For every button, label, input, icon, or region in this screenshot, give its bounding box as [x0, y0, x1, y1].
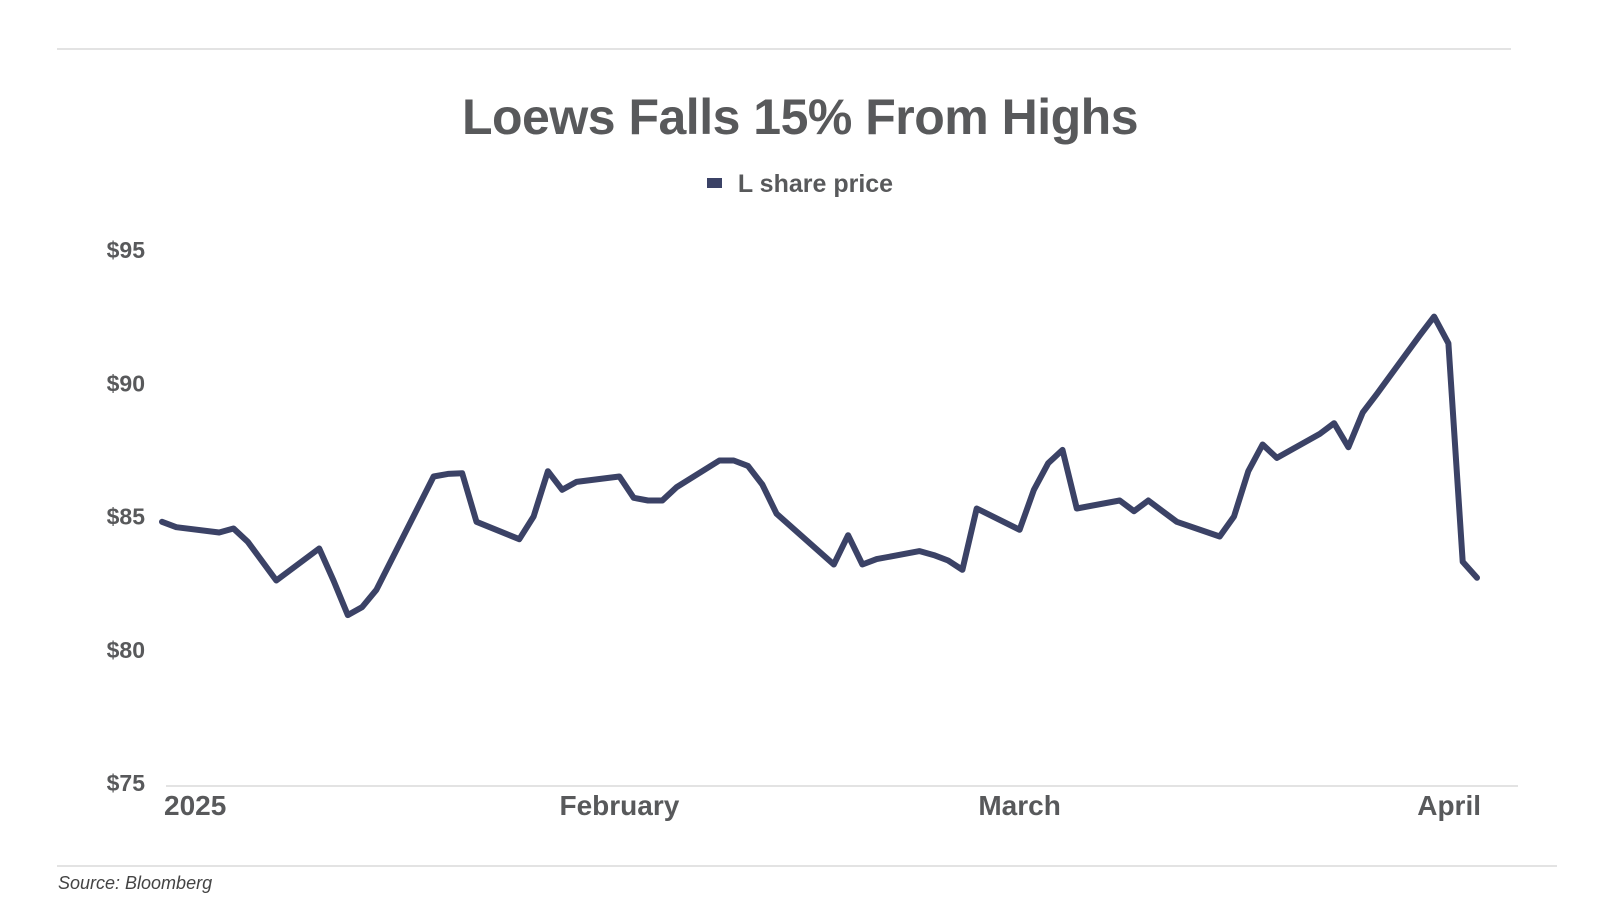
y-tick-label: $90	[107, 370, 145, 396]
y-tick-label: $95	[107, 237, 146, 263]
chart-title: Loews Falls 15% From Highs	[461, 89, 1139, 145]
x-tick-label: 2025	[164, 790, 226, 821]
x-tick-label: March	[978, 790, 1060, 821]
y-tick-label: $85	[107, 504, 146, 530]
bottom-divider	[57, 865, 1557, 867]
x-tick-label: April	[1417, 790, 1481, 821]
x-tick-label: February	[559, 790, 679, 821]
x-axis: 2025 February March April	[164, 785, 1518, 821]
legend-label: L share price	[737, 170, 894, 198]
source-note: Source: Bloomberg	[58, 873, 213, 893]
legend-swatch	[706, 178, 722, 189]
top-divider	[57, 48, 1511, 50]
series-line-l-share-price	[159, 313, 1480, 619]
y-tick-label: $80	[107, 637, 145, 663]
y-tick-label: $75	[107, 770, 146, 796]
legend: L share price	[0, 170, 1600, 199]
line-chart: $95 $90 $85 $80 $75 2025 February March April	[107, 237, 1518, 821]
series-layer	[159, 313, 1480, 619]
y-axis: $95 $90 $85 $80 $75	[107, 237, 146, 796]
